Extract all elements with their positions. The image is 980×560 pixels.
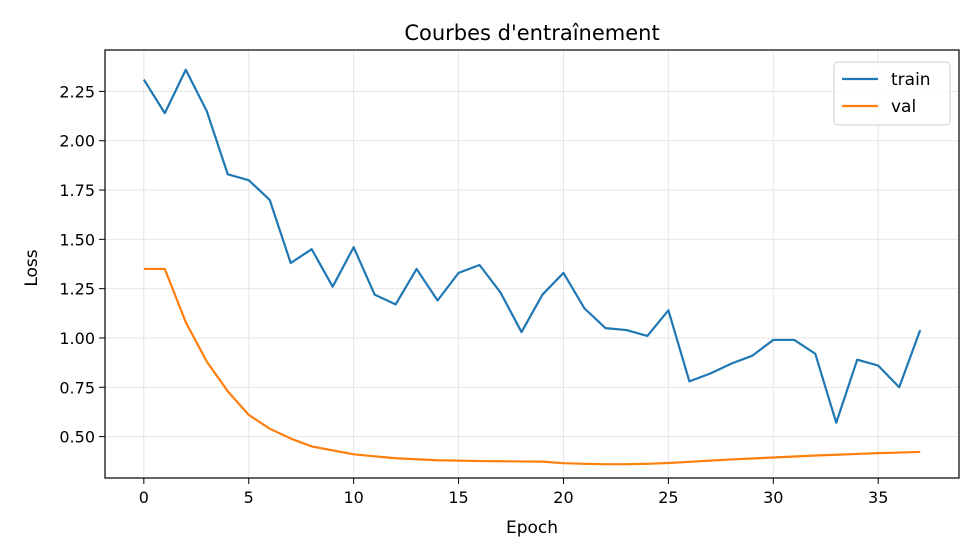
series-line-train <box>142 68 922 424</box>
series-line-val <box>143 267 921 466</box>
y-tick-label: 1.50 <box>59 230 95 249</box>
y-tick-label: 0.50 <box>59 428 95 447</box>
y-tick-label: 2.00 <box>59 132 95 151</box>
legend-box <box>833 61 951 126</box>
y-tick-label: 0.75 <box>59 378 95 397</box>
y-tick-label: 1.25 <box>59 280 95 299</box>
y-tick-label: 2.25 <box>59 82 95 101</box>
legend-label-train: train <box>891 70 931 90</box>
series-layer <box>142 68 922 466</box>
plot-frame <box>104 49 960 479</box>
legend-label-val: val <box>891 97 916 117</box>
legend: train val <box>833 61 951 126</box>
x-tick-label: 25 <box>658 488 678 507</box>
x-tick-label: 20 <box>553 488 573 507</box>
x-tick-label: 30 <box>763 488 783 507</box>
x-tick-label: 10 <box>343 488 363 507</box>
x-axis-label: Epoch <box>506 518 558 538</box>
ticks: 0 5 10 15 20 25 30 35 0.50 0.75 1.00 1.25 1.50 1.75 2.… <box>59 82 888 507</box>
y-axis-label: Loss <box>22 249 42 286</box>
x-tick-label: 35 <box>868 488 888 507</box>
y-tick-label: 1.00 <box>59 329 95 348</box>
x-tick-label: 15 <box>448 488 468 507</box>
chart-title: Courbes d'entraînement <box>404 21 659 45</box>
y-tick-label: 1.75 <box>59 181 95 200</box>
x-tick-label: 5 <box>244 488 254 507</box>
x-tick-label: 0 <box>139 488 149 507</box>
